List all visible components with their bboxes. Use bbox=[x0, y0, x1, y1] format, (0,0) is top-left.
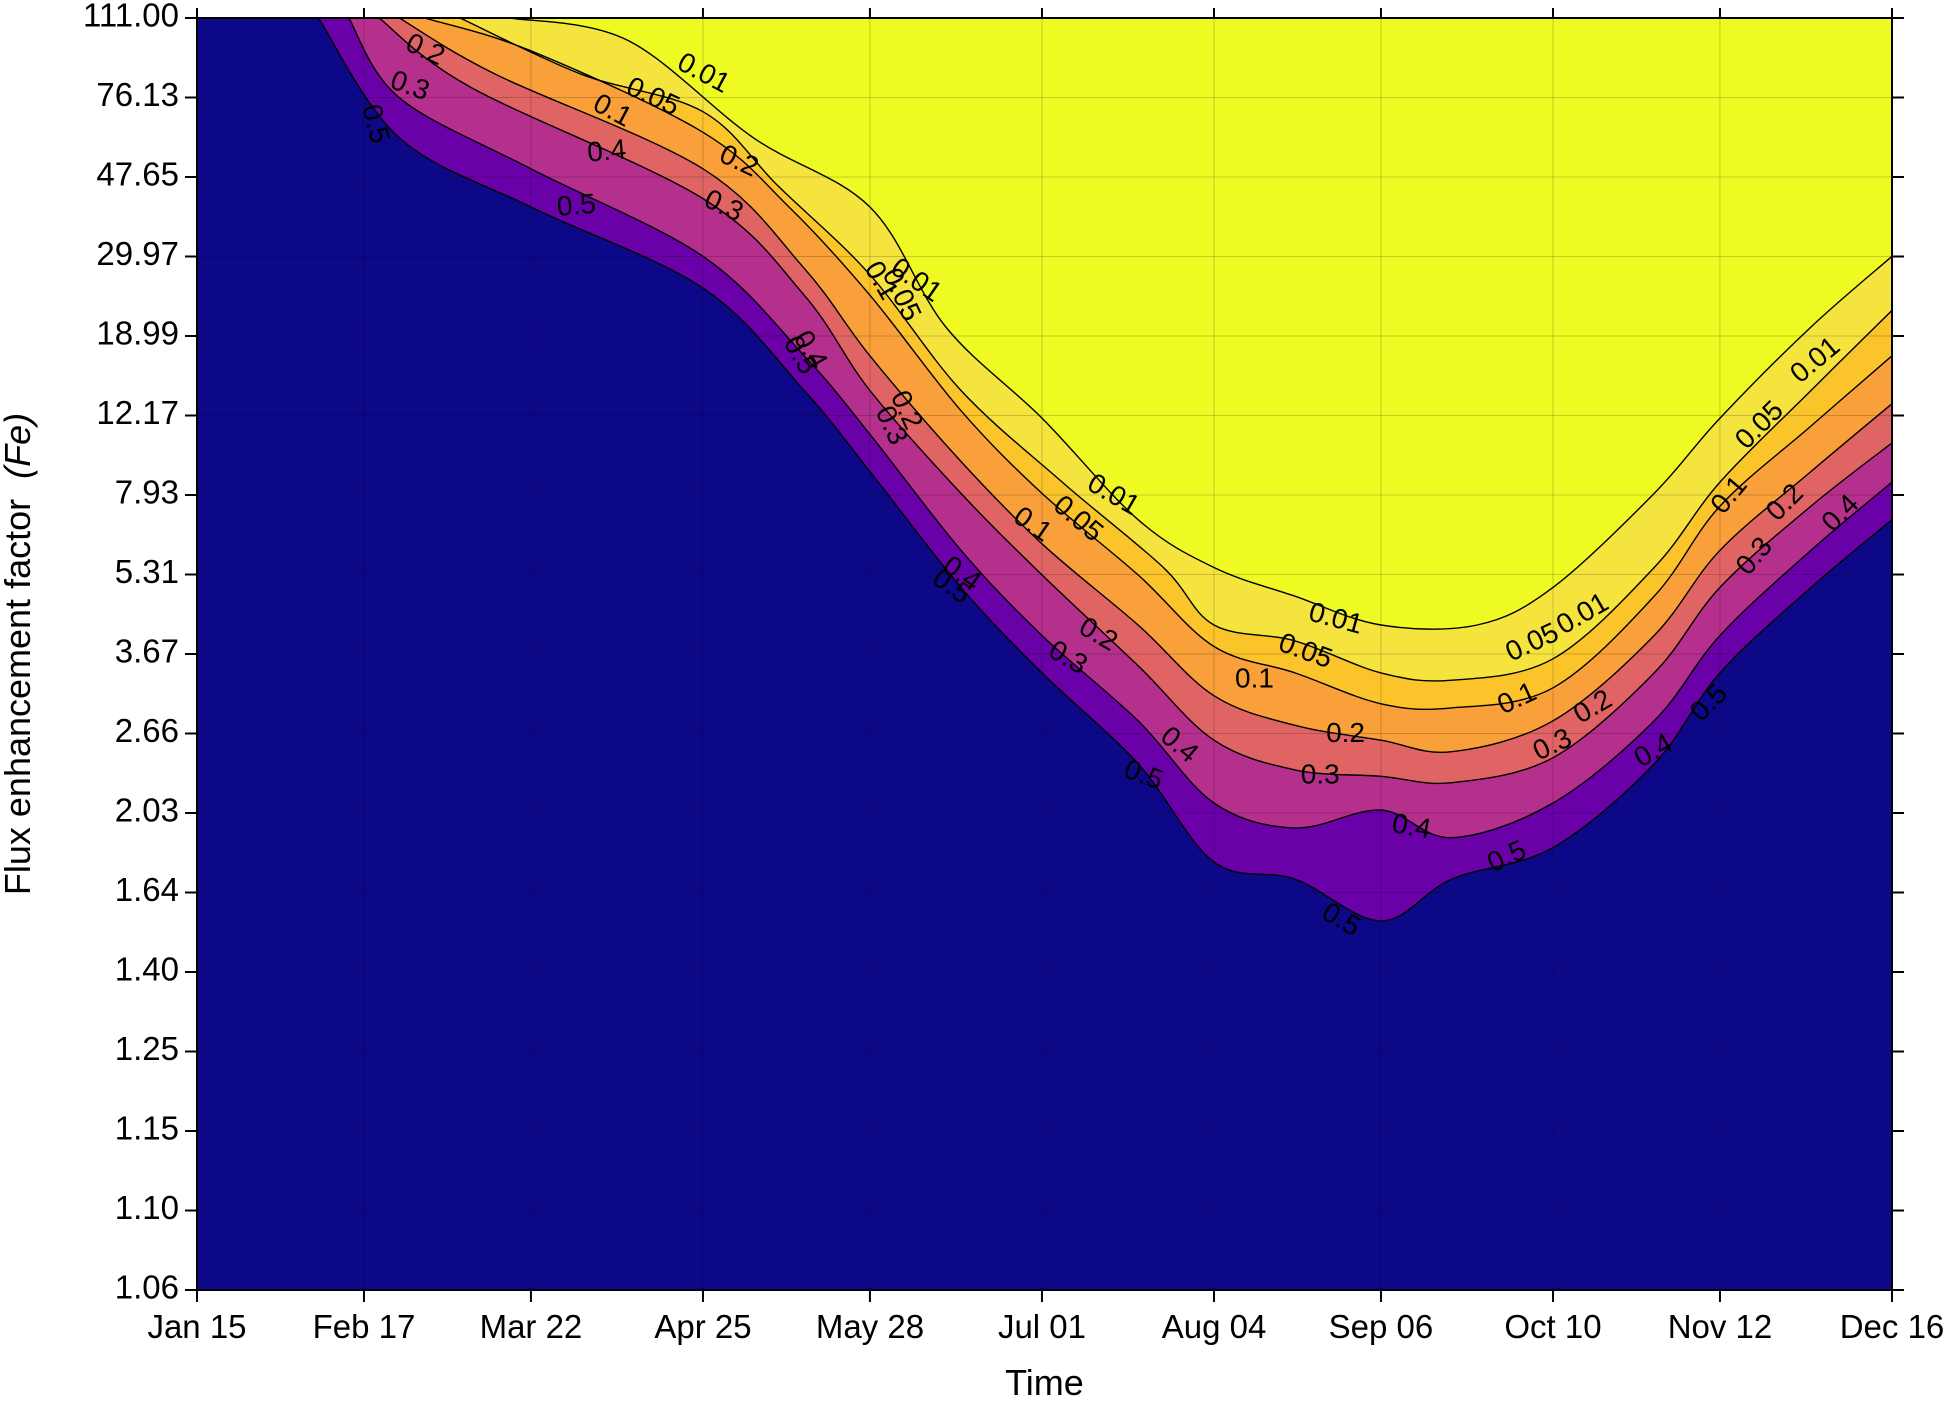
contour-fill-layer bbox=[197, 18, 1892, 1290]
contour-label-0.1: 0.1 bbox=[1235, 663, 1274, 694]
contour-line-0.05 bbox=[459, 18, 1892, 682]
y-tick-label: 7.93 bbox=[115, 474, 179, 511]
x-tick-label: Apr 25 bbox=[654, 1308, 751, 1345]
y-tick-label: 2.66 bbox=[115, 712, 179, 749]
contour-line-0.01 bbox=[510, 18, 1892, 630]
x-axis-title: Time bbox=[1005, 1362, 1084, 1401]
y-axis-title-symbol: (Fe) bbox=[0, 413, 38, 479]
y-tick-label: 18.99 bbox=[96, 315, 179, 352]
y-tick-label: 1.15 bbox=[115, 1110, 179, 1147]
y-axis: 111.00 76.13 47.65 29.97 18.99 12.17 7.93 5.31 3… bbox=[83, 0, 1904, 1306]
contour-line-0.3 bbox=[378, 18, 1892, 785]
y-tick-label: 29.97 bbox=[96, 235, 179, 272]
x-tick-label: Dec 16 bbox=[1840, 1308, 1945, 1345]
y-tick-label: 1.06 bbox=[115, 1269, 179, 1306]
y-tick-label: 47.65 bbox=[96, 156, 179, 193]
x-tick-label: Jan 15 bbox=[147, 1308, 246, 1345]
y-tick-label: 3.67 bbox=[115, 633, 179, 670]
y-tick-label: 12.17 bbox=[96, 394, 179, 431]
contour-label-0.4: 0.4 bbox=[586, 133, 627, 167]
x-tick-label: Oct 10 bbox=[1504, 1308, 1601, 1345]
y-tick-label: 1.25 bbox=[115, 1030, 179, 1067]
y-axis-title: Flux enhancement factor (Fe) bbox=[0, 413, 38, 895]
y-tick-label: 1.10 bbox=[115, 1189, 179, 1226]
y-tick-label: 2.03 bbox=[115, 792, 179, 829]
band-below-0.01 bbox=[510, 18, 1892, 630]
y-axis-title-main: Flux enhancement factor bbox=[0, 499, 38, 895]
contour-line-0.4 bbox=[348, 18, 1892, 839]
contour-label-0.2: 0.2 bbox=[1326, 717, 1365, 748]
contour-label-0.5: 0.5 bbox=[556, 188, 597, 222]
x-tick-label: Mar 22 bbox=[480, 1308, 583, 1345]
x-tick-label: Nov 12 bbox=[1668, 1308, 1773, 1345]
y-tick-label: 1.64 bbox=[115, 871, 179, 908]
contour-line-0.1 bbox=[424, 18, 1892, 711]
x-tick-label: Aug 04 bbox=[1162, 1308, 1267, 1345]
x-axis: Jan 15 Feb 17 Mar 22 Apr 25 May 28 Jul 01 Aug … bbox=[147, 8, 1944, 1345]
contour-line-0.5 bbox=[317, 18, 1892, 922]
x-tick-label: Sep 06 bbox=[1329, 1308, 1434, 1345]
contour-line-layer bbox=[317, 18, 1892, 922]
contour-label-0.4: 0.4 bbox=[1390, 807, 1434, 844]
y-tick-label: 111.00 bbox=[83, 0, 179, 34]
contour-line-0.2 bbox=[399, 18, 1892, 754]
y-tick-label: 76.13 bbox=[96, 76, 179, 113]
x-tick-label: Feb 17 bbox=[313, 1308, 416, 1345]
contour-label-0.3: 0.3 bbox=[1301, 759, 1340, 790]
x-tick-label: Jul 01 bbox=[998, 1308, 1086, 1345]
y-tick-label: 1.40 bbox=[115, 951, 179, 988]
x-tick-label: May 28 bbox=[816, 1308, 924, 1345]
y-tick-label: 5.31 bbox=[115, 553, 179, 590]
